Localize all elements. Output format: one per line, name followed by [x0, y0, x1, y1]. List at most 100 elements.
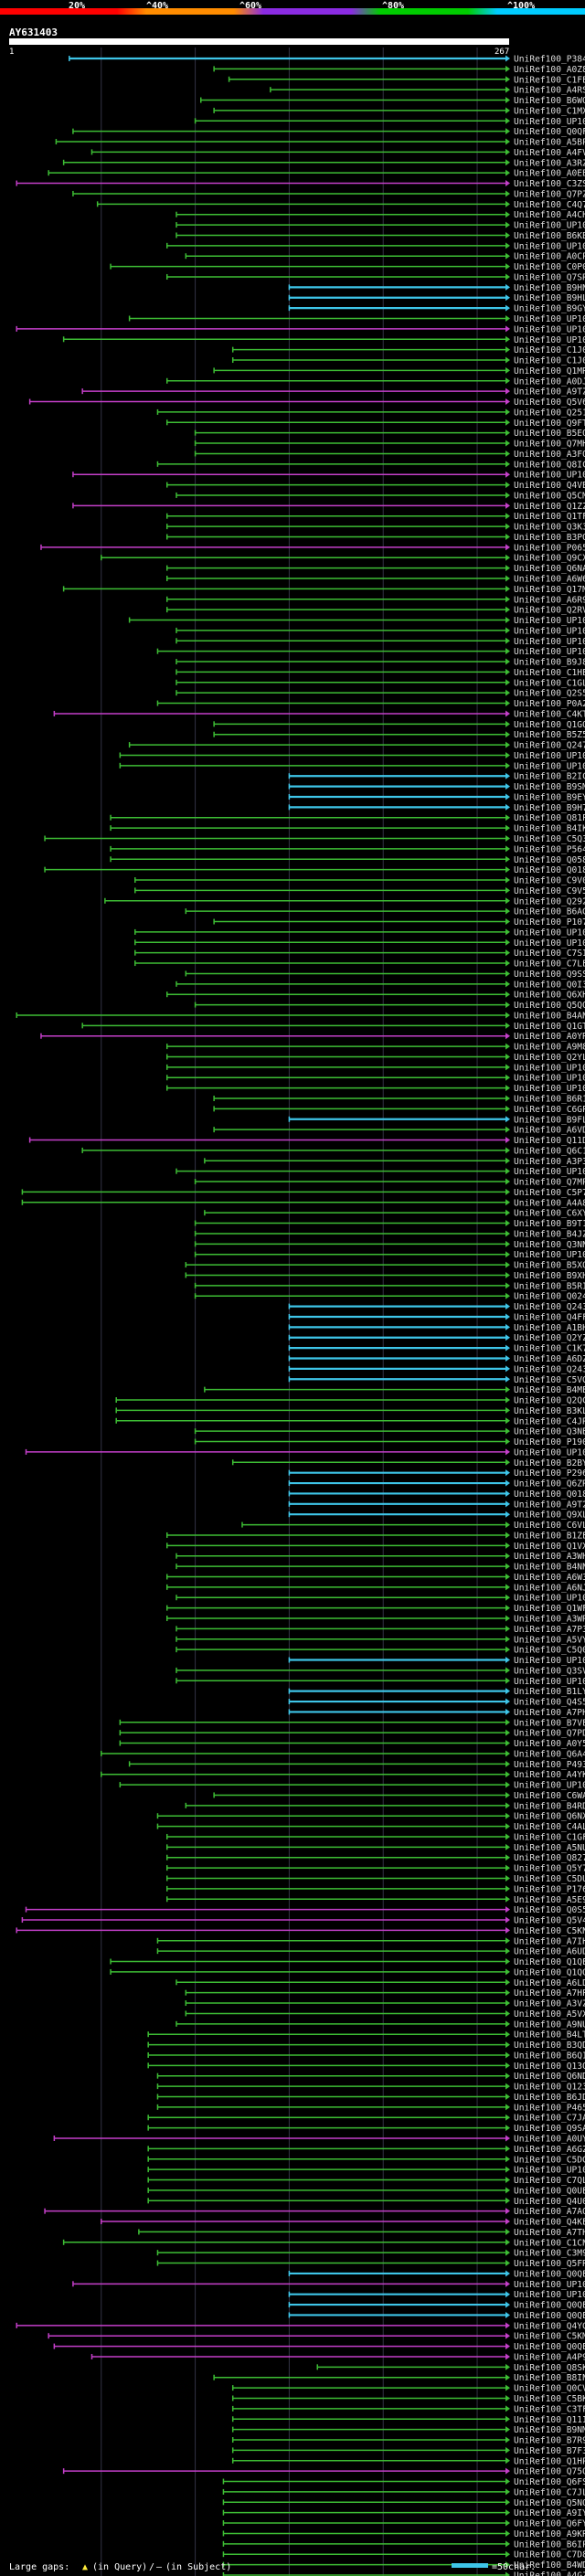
hit-label[interactable]: UniRef100_Q81P98	[514, 813, 585, 823]
hit-row[interactable]: UniRef100_Q2RV18	[165, 606, 585, 616]
hit-label[interactable]: UniRef100_Q6NXC4	[514, 1812, 585, 1822]
hit-row[interactable]: UniRef100_A6W3Q1	[165, 1573, 585, 1583]
hit-label[interactable]: UniRef100_UP1000..	[514, 1250, 585, 1260]
hit-row[interactable]: UniRef100_B7R975	[231, 2436, 585, 2446]
hit-label[interactable]: UniRef100_C4JRN5	[514, 1416, 585, 1426]
hit-row[interactable]: UniRef100_Q9XLK8	[288, 1511, 585, 1521]
hit-row[interactable]: UniRef100_Q6A440	[101, 1749, 585, 1759]
hit-label[interactable]: UniRef100_C7JLU5	[514, 2487, 585, 2497]
hit-label[interactable]: UniRef100_C1FE16	[514, 75, 585, 85]
hit-row[interactable]: UniRef100_A3RZD6	[62, 158, 585, 168]
hit-row[interactable]: UniRef100_Q2S5N5	[176, 689, 585, 699]
hit-row[interactable]: UniRef100_Q9FTY0	[165, 419, 585, 429]
hit-label[interactable]: UniRef100_A6W6C6	[514, 575, 585, 585]
hit-row[interactable]: UniRef100_A9KR10	[222, 2529, 585, 2539]
hit-row[interactable]: UniRef100_UP1000..	[62, 335, 585, 345]
hit-label[interactable]: UniRef100_Q9SAD0	[514, 2124, 585, 2134]
hit-row[interactable]: UniRef100_C0P0C5	[110, 262, 585, 272]
hit-label[interactable]: UniRef100_P19023	[514, 1437, 585, 1447]
hit-label[interactable]: UniRef100_A4P9M2	[514, 2352, 585, 2362]
hit-row[interactable]: UniRef100_C9V5R7	[134, 886, 585, 896]
hit-row[interactable]: UniRef100_A4RS35	[270, 86, 585, 96]
hit-row[interactable]: UniRef100_B1ZEE7	[165, 1531, 585, 1541]
hit-row[interactable]: UniRef100_Q1VX93	[165, 1542, 585, 1552]
hit-label[interactable]: UniRef100_C3M951	[514, 2249, 585, 2259]
hit-label[interactable]: UniRef100_C1MXD5	[514, 106, 585, 116]
hit-label[interactable]: UniRef100_UP1000..	[514, 471, 585, 481]
hit-label[interactable]: UniRef100_Q4VBH0	[514, 481, 585, 491]
hit-label[interactable]: UniRef100_B4RD47	[514, 1801, 585, 1811]
hit-label[interactable]: UniRef100_B5XQ07	[514, 1261, 585, 1271]
hit-label[interactable]: UniRef100_B9FL14	[514, 1115, 585, 1125]
hit-label[interactable]: UniRef100_B9NMD6	[514, 2425, 585, 2435]
hit-row[interactable]: UniRef100_A9IYW6	[222, 2508, 585, 2518]
hit-label[interactable]: UniRef100_B1LYE9	[514, 1687, 585, 1697]
hit-row[interactable]: UniRef100_Q2YZN2	[288, 1333, 585, 1343]
hit-row[interactable]: UniRef100_UP1000..	[176, 1167, 585, 1177]
hit-row[interactable]: UniRef100_C1J019	[231, 356, 585, 366]
hit-row[interactable]: UniRef100_A5VYU8	[176, 1635, 585, 1645]
hit-row[interactable]: UniRef100_B6AGH2	[185, 907, 585, 917]
hit-row[interactable]: UniRef100_C6XY33	[204, 1209, 585, 1219]
hit-row[interactable]: UniRef100_B6QIQ4	[147, 2051, 585, 2061]
hit-row[interactable]: UniRef100_A7AQ25	[44, 2207, 585, 2217]
hit-label[interactable]: UniRef100_Q24346	[514, 1364, 585, 1374]
hit-label[interactable]: UniRef100_Q7PDP6	[514, 1729, 585, 1739]
hit-label[interactable]: UniRef100_A0Y5Z8	[514, 1739, 585, 1749]
hit-label[interactable]: UniRef100_B9EYN3	[514, 792, 585, 802]
hit-label[interactable]: UniRef100_UP1000..	[514, 324, 585, 334]
hit-label[interactable]: UniRef100_B9XHE2	[514, 1271, 585, 1281]
hit-label[interactable]: UniRef100_UP1000..	[514, 241, 585, 251]
hit-row[interactable]: UniRef100_UP1000..	[194, 1250, 585, 1260]
hit-row[interactable]: UniRef100_A6NJK2	[165, 1583, 585, 1593]
hit-row[interactable]: UniRef100_Q01859	[288, 1489, 585, 1500]
hit-label[interactable]: UniRef100_Q0S5L8	[514, 1905, 585, 1915]
hit-label[interactable]: UniRef100_Q1GT19	[514, 1022, 585, 1032]
hit-label[interactable]: UniRef100_P10719	[514, 917, 585, 928]
hit-label[interactable]: UniRef100_Q1TFL3	[514, 512, 585, 522]
hit-label[interactable]: UniRef100_Q6C100	[514, 1146, 585, 1156]
hit-label[interactable]: UniRef100_B3QD69	[514, 2041, 585, 2051]
hit-label[interactable]: UniRef100_C5DGU7	[514, 2155, 585, 2165]
hit-label[interactable]: UniRef100_Q1MR61	[514, 366, 585, 376]
hit-row[interactable]: UniRef100_C5Q337	[44, 834, 585, 844]
hit-label[interactable]: UniRef100_UP1000..	[514, 751, 585, 761]
hit-row[interactable]: UniRef100_Q8SKY4	[316, 2363, 585, 2373]
hit-row[interactable]: UniRef100_A1BHH2	[288, 1323, 585, 1333]
hit-row[interactable]: UniRef100_B9NMD6	[231, 2425, 585, 2435]
hit-label[interactable]: UniRef100_Q6FYM3	[514, 2519, 585, 2529]
hit-label[interactable]: UniRef100_C5P7R9	[514, 1188, 585, 1198]
hit-label[interactable]: UniRef100_B6QIQ4	[514, 2051, 585, 2061]
hit-label[interactable]: UniRef100_C5KN64	[514, 1926, 585, 1936]
hit-label[interactable]: UniRef100_B4JZN9	[514, 1229, 585, 1239]
hit-label[interactable]: UniRef100_C4KTF7	[514, 709, 585, 719]
hit-row[interactable]: UniRef100_C4JRN5	[115, 1416, 585, 1426]
hit-row[interactable]: UniRef100_A4GZM6	[222, 2571, 585, 2576]
hit-row[interactable]: UniRef100_Q9CXL5	[101, 554, 585, 564]
hit-label[interactable]: UniRef100_C7SIP1	[514, 949, 585, 959]
hit-label[interactable]: UniRef100_A3VZT6	[514, 1999, 585, 2009]
hit-row[interactable]: UniRef100_Q4VBH0	[165, 481, 585, 491]
hit-label[interactable]: UniRef100_Q2YZN2	[514, 1333, 585, 1343]
hit-row[interactable]: UniRef100_B5EQQ1	[194, 429, 585, 439]
hit-row[interactable]: UniRef100_A9T278	[288, 1500, 585, 1510]
hit-row[interactable]: UniRef100_A9TZB1	[81, 387, 585, 398]
hit-label[interactable]: UniRef100_Q7SRN6	[514, 272, 585, 282]
hit-row[interactable]: UniRef100_A4YKE0	[101, 1770, 585, 1780]
hit-row[interactable]: UniRef100_B6R1B9	[213, 1095, 585, 1105]
hit-label[interactable]: UniRef100_P46561	[514, 2103, 585, 2113]
hit-row[interactable]: UniRef100_Q4KEB6	[101, 2218, 585, 2228]
hit-row[interactable]: UniRef100_A0Y5Z8	[119, 1739, 585, 1749]
hit-label[interactable]: UniRef100_A0DJD3	[514, 376, 585, 387]
hit-label[interactable]: UniRef100_A4FVM5	[514, 148, 585, 158]
hit-label[interactable]: UniRef100_B7R975	[514, 2436, 585, 2446]
hit-label[interactable]: UniRef100_A4CHE4	[514, 210, 585, 220]
hit-row[interactable]: UniRef100_UP1000..	[176, 1594, 585, 1604]
hit-row[interactable]: UniRef100_Q2QCL2	[115, 1396, 585, 1406]
hit-label[interactable]: UniRef100_Q9XLK8	[514, 1511, 585, 1521]
hit-label[interactable]: UniRef100_B6KBY3	[514, 231, 585, 241]
hit-label[interactable]: UniRef100_UP1000..	[514, 221, 585, 231]
hit-row[interactable]: UniRef100_P38482	[69, 55, 585, 65]
hit-row[interactable]: UniRef100_A3FQ64	[194, 450, 585, 460]
hit-row[interactable]: UniRef100_B4JZN9	[194, 1229, 585, 1239]
